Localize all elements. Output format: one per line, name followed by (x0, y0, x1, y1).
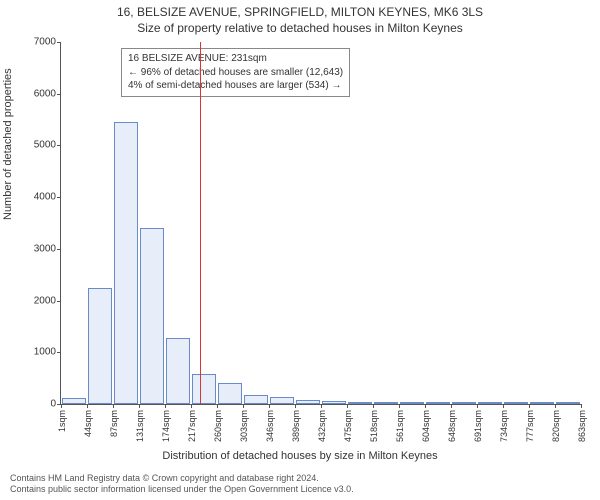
ytick-mark (57, 145, 61, 146)
histogram-bar (166, 338, 191, 404)
xtick-label: 87sqm (109, 410, 119, 437)
histogram-bar (400, 402, 425, 404)
xtick-mark (269, 404, 270, 408)
ytick-label: 0 (50, 399, 56, 410)
xtick-mark (347, 404, 348, 408)
xtick-mark (87, 404, 88, 408)
xtick-label: 648sqm (447, 410, 457, 442)
xtick-label: 691sqm (473, 410, 483, 442)
histogram-bar (296, 400, 321, 404)
histogram-bar (452, 402, 477, 404)
ytick-mark (57, 197, 61, 198)
xtick-label: 475sqm (343, 410, 353, 442)
histogram-bar (218, 383, 243, 404)
y-axis-label: Number of detached properties (2, 68, 14, 220)
xtick-label: 820sqm (551, 410, 561, 442)
ytick-label: 5000 (34, 140, 56, 151)
ytick-label: 2000 (34, 295, 56, 306)
ytick-label: 3000 (34, 243, 56, 254)
histogram-bar (88, 288, 113, 404)
footer-line1: Contains HM Land Registry data © Crown c… (10, 473, 354, 485)
xtick-label: 734sqm (499, 410, 509, 442)
ytick-label: 1000 (34, 347, 56, 358)
xtick-label: 432sqm (317, 410, 327, 442)
ytick-label: 6000 (34, 88, 56, 99)
histogram-bar (426, 402, 451, 404)
xtick-label: 863sqm (577, 410, 587, 442)
xtick-mark (399, 404, 400, 408)
xtick-mark (425, 404, 426, 408)
xtick-mark (217, 404, 218, 408)
xtick-label: 131sqm (135, 410, 145, 442)
annotation-line3: 4% of semi-detached houses are larger (5… (128, 79, 343, 93)
xtick-label: 777sqm (525, 410, 535, 442)
xtick-mark (139, 404, 140, 408)
marker-line (200, 42, 201, 404)
ytick-label: 7000 (34, 37, 56, 48)
xtick-mark (295, 404, 296, 408)
chart-title-line1: 16, BELSIZE AVENUE, SPRINGFIELD, MILTON … (0, 5, 600, 19)
plot-area: 16 BELSIZE AVENUE: 231sqm ← 96% of detac… (60, 42, 581, 405)
footer-line2: Contains public sector information licen… (10, 484, 354, 496)
histogram-bar (374, 402, 399, 404)
annotation-line1: 16 BELSIZE AVENUE: 231sqm (128, 52, 343, 66)
chart-container: 16, BELSIZE AVENUE, SPRINGFIELD, MILTON … (0, 0, 600, 500)
xtick-mark (477, 404, 478, 408)
histogram-bar (322, 401, 347, 404)
histogram-bar (270, 397, 295, 404)
xtick-mark (191, 404, 192, 408)
histogram-bar (478, 402, 503, 404)
ytick-mark (57, 249, 61, 250)
ytick-mark (57, 301, 61, 302)
histogram-bar (140, 228, 165, 404)
histogram-bar (530, 402, 555, 404)
ytick-label: 4000 (34, 192, 56, 203)
copyright-footer: Contains HM Land Registry data © Crown c… (10, 473, 354, 496)
xtick-label: 389sqm (291, 410, 301, 442)
ytick-mark (57, 352, 61, 353)
histogram-bar (114, 122, 139, 404)
annotation-box: 16 BELSIZE AVENUE: 231sqm ← 96% of detac… (121, 48, 350, 97)
xtick-label: 174sqm (161, 410, 171, 442)
xtick-mark (321, 404, 322, 408)
histogram-bar (348, 402, 373, 404)
histogram-bar (504, 402, 529, 404)
ytick-mark (57, 94, 61, 95)
ytick-mark (57, 42, 61, 43)
xtick-mark (581, 404, 582, 408)
xtick-mark (451, 404, 452, 408)
xtick-mark (503, 404, 504, 408)
xtick-label: 303sqm (239, 410, 249, 442)
xtick-label: 1sqm (57, 410, 67, 432)
histogram-bar (556, 402, 581, 404)
xtick-mark (243, 404, 244, 408)
xtick-mark (61, 404, 62, 408)
xtick-label: 561sqm (395, 410, 405, 442)
chart-title-line2: Size of property relative to detached ho… (0, 21, 600, 35)
xtick-label: 44sqm (83, 410, 93, 437)
x-axis-label: Distribution of detached houses by size … (0, 450, 600, 462)
xtick-mark (113, 404, 114, 408)
histogram-bar (244, 395, 269, 404)
xtick-label: 346sqm (265, 410, 275, 442)
histogram-bar (192, 374, 217, 404)
xtick-mark (165, 404, 166, 408)
xtick-label: 260sqm (213, 410, 223, 442)
histogram-bar (62, 398, 87, 404)
xtick-label: 518sqm (369, 410, 379, 442)
xtick-mark (555, 404, 556, 408)
xtick-label: 217sqm (187, 410, 197, 442)
xtick-mark (373, 404, 374, 408)
xtick-label: 604sqm (421, 410, 431, 442)
xtick-mark (529, 404, 530, 408)
annotation-line2: ← 96% of detached houses are smaller (12… (128, 66, 343, 80)
